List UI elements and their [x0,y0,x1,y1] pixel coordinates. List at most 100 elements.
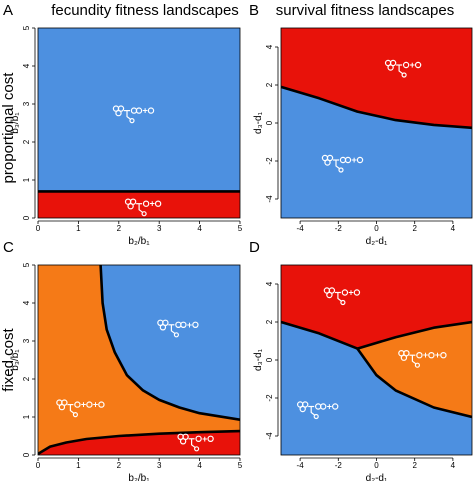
x-axis: 0 1 2 3 4 5 b₂/b₁ [36,457,243,481]
svg-text:+: + [81,400,86,410]
panel-a-fecundity-proportional: + +0 1 2 3 4 5 b₂/b₁ 0 1 2 3 4 5 b₃/b₁ [10,25,243,247]
y-axis: -4 -2 0 2 4 d₃-d₁ [253,44,279,203]
column-title-fecundity: fecundity fitness landscapes [51,2,239,19]
y-tick-label: 0 [265,357,274,362]
x-tick-label: 1 [76,461,81,470]
svg-text:+: + [150,199,155,209]
x-tick-label: 3 [157,224,162,233]
panel-letter-c: C [3,239,14,256]
x-tick-label: 2 [412,224,417,233]
y-tick-label: -2 [265,157,274,165]
y-axis-label: d₃-d₁ [253,111,264,134]
x-tick-label: 4 [197,461,202,470]
y-tick-label: 2 [22,376,31,381]
x-tick-label: 4 [451,461,456,470]
x-tick-label: -4 [297,224,305,233]
y-tick-label: 1 [22,414,31,419]
cluster-of-two-icon: + [124,198,162,217]
region-boundary-1 [357,320,472,350]
y-tick-label: 5 [22,25,31,30]
x-tick-label: 2 [117,224,122,233]
svg-text:+: + [348,288,353,298]
x-axis: -4 -2 0 2 4 d₂-d₁ [297,220,456,247]
cluster-of-two-icon: + [323,287,361,306]
single-cells-icon: + + [56,399,105,418]
x-axis-label: b₂/b₁ [128,473,150,481]
x-axis: -4 -2 0 2 4 d₂-d₁ [297,457,456,481]
plot-frame [280,264,473,456]
svg-text:+: + [202,434,207,444]
x-tick-label: 2 [117,461,122,470]
y-tick-label: 4 [22,300,31,305]
row-label-proportional: proportional cost [0,72,17,184]
y-axis-label: b₃/b₁ [10,349,21,371]
y-tick-label: -4 [265,195,274,203]
x-tick-label: 5 [238,461,243,470]
region-blue [281,86,472,218]
svg-text:+: + [423,350,428,360]
y-tick-label: -2 [265,394,274,402]
region-boundary-0 [281,320,358,350]
cluster-of-three-icon: + [157,319,199,338]
y-tick-label: 3 [22,101,31,106]
svg-text:+: + [187,320,192,330]
y-axis: 0 1 2 3 4 5 b₃/b₁ [10,25,36,220]
region-red [281,265,472,349]
column-title-survival: survival fitness landscapes [276,2,454,19]
panel-b-survival-proportional: + + -4 -2 0 2 4 d₂-d₁ -4 -2 0 2 4 d₃-d₁ [253,27,473,247]
x-tick-label: 0 [374,461,379,470]
svg-text:+: + [327,402,332,412]
y-axis-label: b₃/b₁ [10,112,21,134]
region-boundary-lower [38,429,240,455]
plot-frame [280,27,473,219]
x-axis-label: b₂/b₁ [128,236,150,247]
x-axis: 0 1 2 3 4 5 b₂/b₁ [36,220,243,247]
x-axis-label: d₂-d₁ [366,236,388,247]
region-blue [100,265,240,420]
y-tick-label: 4 [265,281,274,286]
cluster-of-three-icon: + [321,154,364,173]
region-boundary [281,85,472,130]
panel-letter-b: B [249,2,259,19]
y-tick-label: 4 [265,44,274,49]
y-tick-label: 0 [22,452,31,457]
y-tick-label: 1 [22,177,31,182]
cluster-of-two-icon: + [384,59,422,78]
x-tick-label: 4 [451,224,456,233]
x-tick-label: 1 [76,224,81,233]
plot-frame [37,264,241,456]
svg-text:+: + [143,106,148,116]
region-boundary-2 [356,347,472,419]
y-tick-label: 4 [22,63,31,68]
panel-letter-d: D [249,239,260,256]
svg-text:+: + [410,60,415,70]
single-cells-icon: + + [398,350,447,368]
plot-frame [37,27,241,219]
x-tick-label: 4 [197,224,202,233]
x-tick-label: -4 [297,461,305,470]
x-tick-label: 5 [238,224,243,233]
y-tick-label: 0 [265,120,274,125]
region-blue [38,28,240,218]
x-tick-label: 2 [412,461,417,470]
y-tick-label: 2 [265,319,274,324]
region-red [38,431,240,455]
y-axis: 0 1 2 3 4 5 b₃/b₁ [10,262,36,457]
panel-letter-a: A [3,2,13,19]
svg-text:+: + [435,350,440,360]
y-axis-label: d₃-d₁ [253,348,264,371]
y-tick-label: -4 [265,432,274,440]
x-axis-label: d₂-d₁ [366,473,388,481]
cluster-of-three-icon: + [297,401,339,420]
x-tick-label: 3 [157,461,162,470]
region-orange [357,322,472,417]
row-label-fixed: fixed cost [0,327,17,391]
y-tick-label: 0 [22,215,31,220]
cluster-of-two-icon: + [177,433,214,452]
svg-text:+: + [352,155,357,165]
cluster-of-three-icon: + [112,105,155,124]
svg-text:+: + [93,400,98,410]
x-tick-label: -2 [335,461,343,470]
